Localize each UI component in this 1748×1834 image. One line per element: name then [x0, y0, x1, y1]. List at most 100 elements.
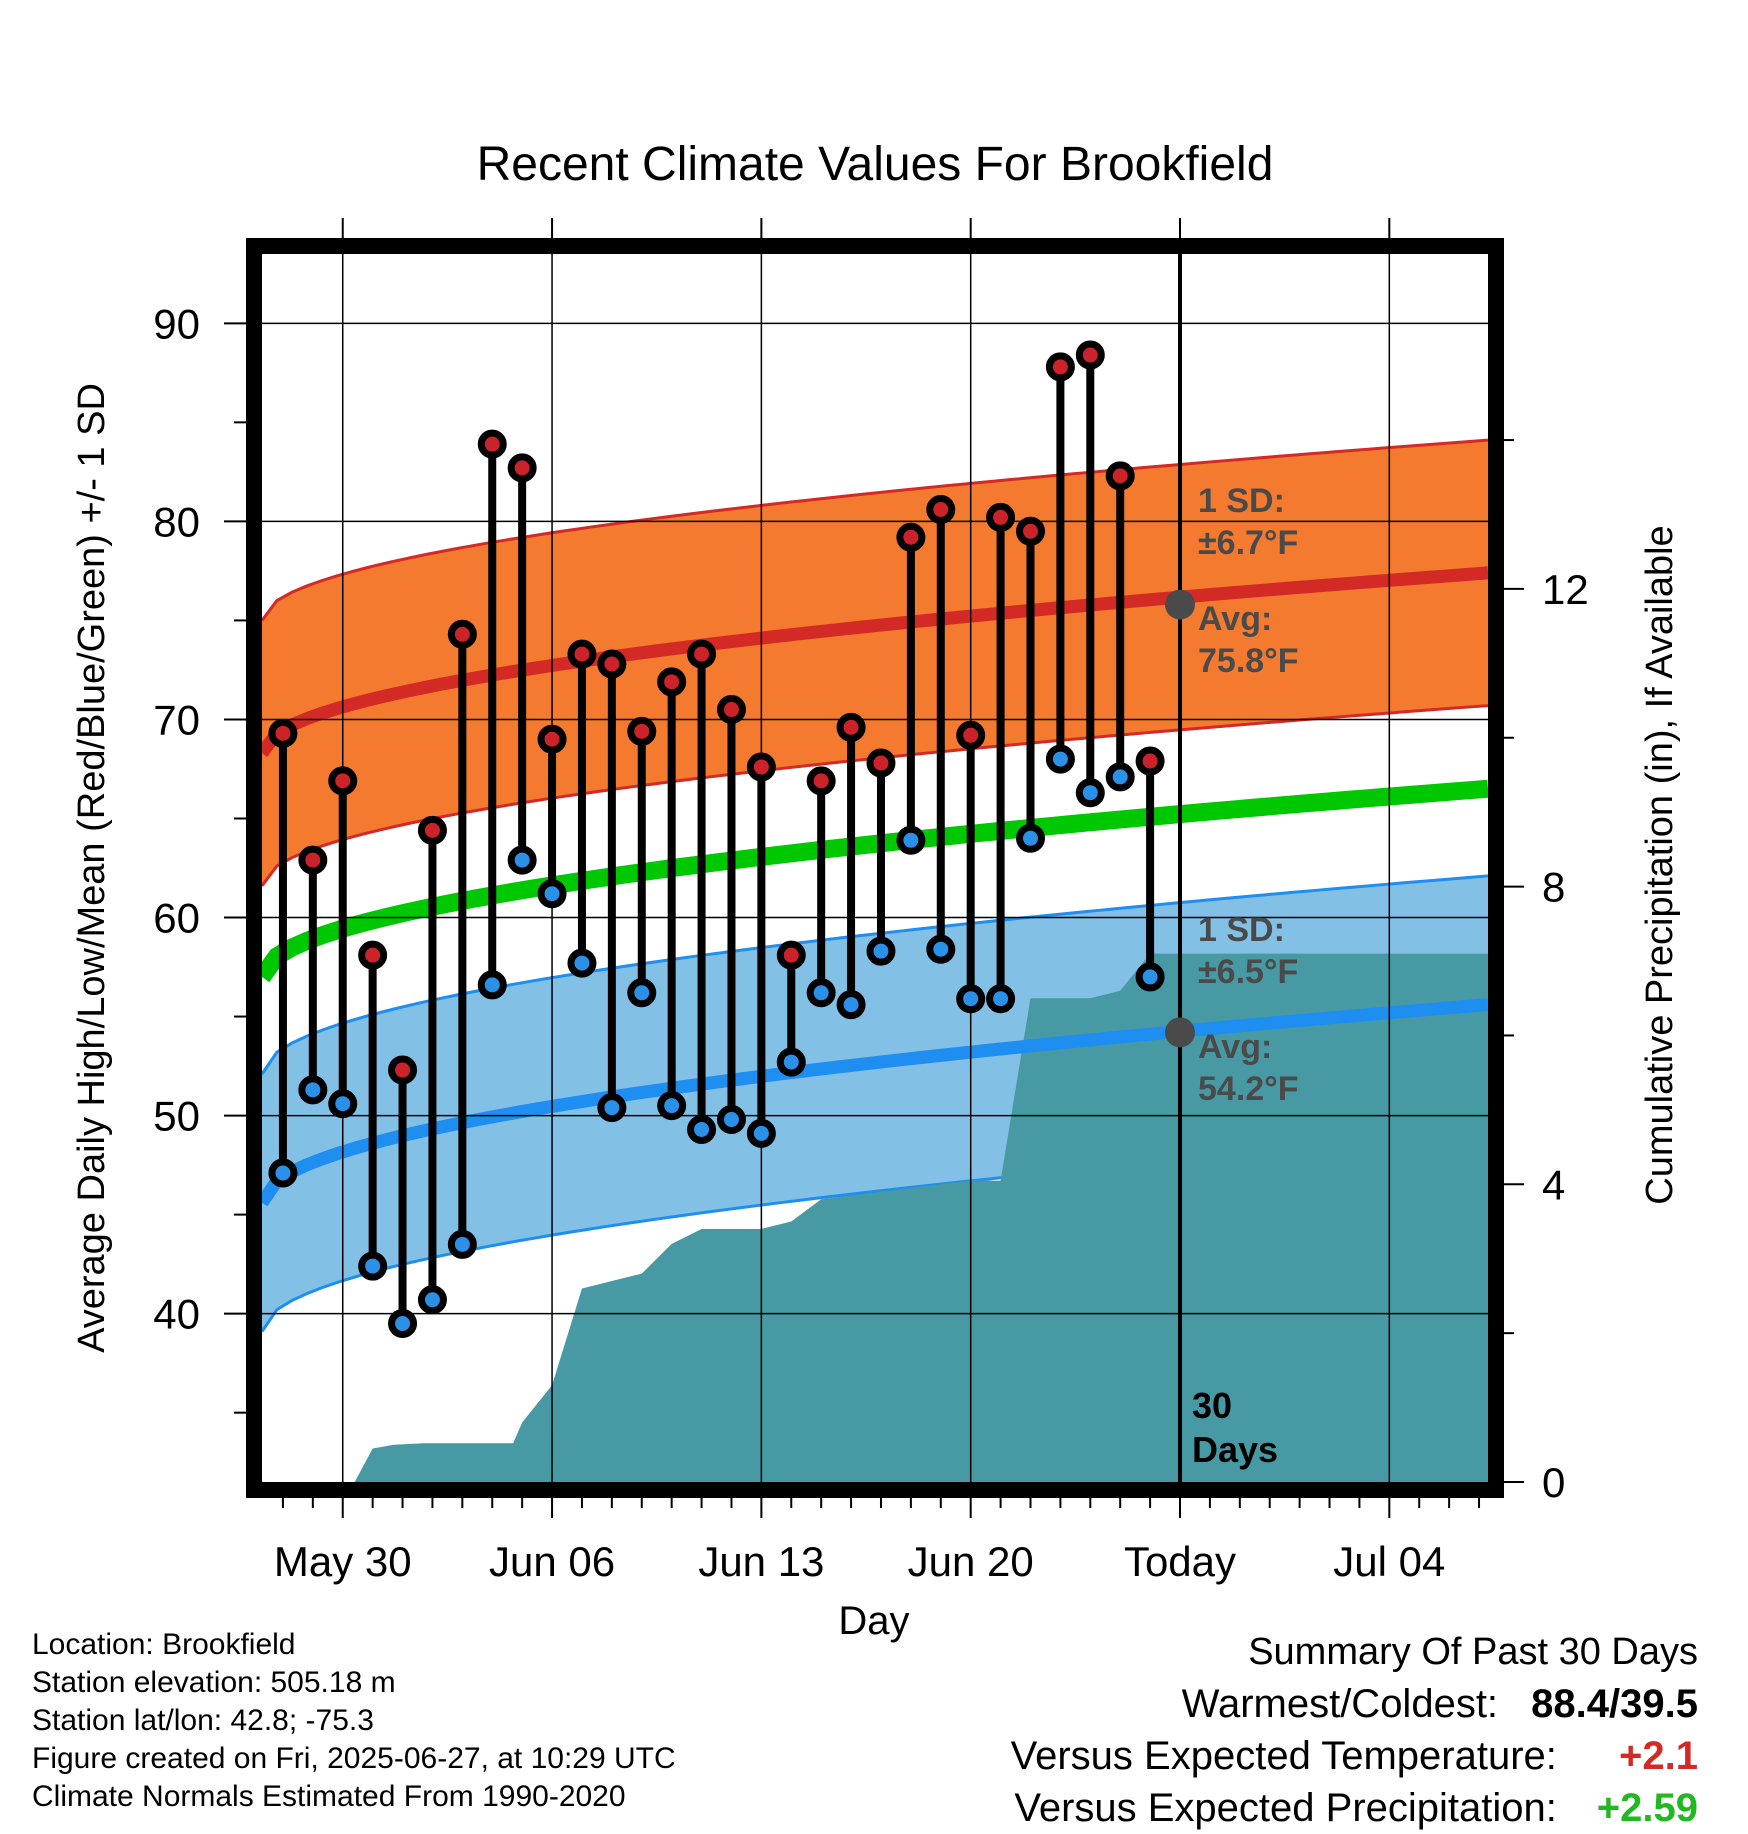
- latlon-text: Station lat/lon: 42.8; -75.3: [32, 1704, 374, 1737]
- low-temp-point: [417, 1285, 447, 1315]
- low-temp-point: [866, 936, 896, 966]
- low-temp-point: [986, 984, 1016, 1014]
- low-temp-point: [567, 948, 597, 978]
- low-temp-point: [358, 1251, 388, 1281]
- low-temp-point: [477, 970, 507, 1000]
- high-temp-point: [1105, 461, 1135, 491]
- low-temp-point: [268, 1158, 298, 1188]
- high-temp-point: [956, 720, 986, 750]
- low-temp-point: [328, 1089, 358, 1119]
- high-sd-band: [262, 440, 1488, 886]
- x-tick-label: Jun 20: [908, 1538, 1034, 1585]
- summary-panel: Summary Of Past 30 Days Warmest/Coldest:…: [1011, 1626, 1698, 1834]
- precip-label: Versus Expected Precipitation:: [1014, 1786, 1557, 1830]
- x-tick-label: May 30: [274, 1538, 412, 1585]
- high-temp-point: [657, 667, 687, 697]
- summary-temperature: Versus Expected Temperature: +2.1: [1011, 1730, 1698, 1782]
- high-temp-point: [447, 619, 477, 649]
- low-temp-point: [388, 1309, 418, 1339]
- high-temp-point: [1075, 340, 1105, 370]
- plot-area: 1 SD: ±6.7°F Avg: 75.8°F 1 SD: ±6.5°F Avg: 54.2…: [153, 218, 1589, 1585]
- y2-tick-label: 0: [1542, 1459, 1565, 1506]
- x-tick-label: Today: [1124, 1538, 1236, 1585]
- y2-axis-label: Cumulative Precipitation (in), If Availa…: [1639, 525, 1681, 1204]
- high-temp-point: [716, 695, 746, 725]
- high-temp-point: [776, 940, 806, 970]
- x-tick-label: Jun 06: [489, 1538, 615, 1585]
- high-temp-point: [298, 845, 328, 875]
- low-temp-point: [716, 1105, 746, 1135]
- plot-frame: [246, 238, 1504, 1498]
- high-temp-point: [836, 712, 866, 742]
- warm-cold-label: Warmest/Coldest:: [1181, 1682, 1499, 1726]
- high-temp-point: [567, 639, 597, 669]
- high-temp-point: [417, 815, 447, 845]
- low-temp-point: [806, 978, 836, 1008]
- high-avg-label: Avg:: [1198, 600, 1272, 638]
- high-sd-band-upper-edge: [262, 438, 1488, 622]
- low-sd-value: ±6.5°F: [1198, 953, 1298, 991]
- y2-tick-label: 8: [1542, 864, 1565, 911]
- y-tick-label: 90: [153, 300, 200, 347]
- low-temp-point: [776, 1047, 806, 1077]
- precip-value: +2.59: [1596, 1786, 1698, 1830]
- high-temp-point: [268, 718, 298, 748]
- high-temp-point: [537, 724, 567, 754]
- high-temp-point: [806, 766, 836, 796]
- high-temp-point: [1135, 746, 1165, 776]
- low-temp-point: [447, 1229, 477, 1259]
- low-temp-point: [657, 1091, 687, 1121]
- high-sd-label: 1 SD:: [1198, 482, 1285, 520]
- created-text: Figure created on Fri, 2025-06-27, at 10…: [32, 1742, 676, 1775]
- y2-tick-label: 4: [1542, 1161, 1565, 1208]
- high-temp-point: [627, 716, 657, 746]
- low-temp-point: [627, 978, 657, 1008]
- low-temp-point: [896, 825, 926, 855]
- low-temp-point: [836, 990, 866, 1020]
- low-temp-point: [298, 1075, 328, 1105]
- low-avg-marker: [1165, 1017, 1196, 1048]
- low-avg-value: 54.2°F: [1198, 1070, 1299, 1108]
- low-temp-point: [507, 845, 537, 875]
- y-tick-label: 80: [153, 498, 200, 545]
- low-temp-point: [1105, 762, 1135, 792]
- warm-cold-value: 88.4/39.5: [1531, 1682, 1698, 1726]
- station-info: Location: Brookfield Station elevation: …: [32, 1626, 676, 1816]
- high-temp-point: [687, 639, 717, 669]
- high-temp-point: [328, 766, 358, 796]
- low-temp-point: [1015, 823, 1045, 853]
- temp-value: +2.1: [1619, 1734, 1698, 1778]
- low-temp-point: [746, 1118, 776, 1148]
- high-temp-point: [597, 649, 627, 679]
- low-sd-label: 1 SD:: [1198, 911, 1285, 949]
- high-temp-point: [746, 752, 776, 782]
- low-temp-point: [926, 934, 956, 964]
- summary-warm-cold: Warmest/Coldest: 88.4/39.5: [1011, 1678, 1698, 1730]
- location-text: Location: Brookfield: [32, 1628, 296, 1661]
- chart-title: Recent Climate Values For Brookfield: [477, 138, 1274, 191]
- x-tick-label: Jul 04: [1333, 1538, 1445, 1585]
- high-temp-point: [1045, 352, 1075, 382]
- normals-text: Climate Normals Estimated From 1990-2020: [32, 1780, 626, 1813]
- high-temp-point: [358, 940, 388, 970]
- high-temp-point: [866, 748, 896, 778]
- x-axis-label: Day: [838, 1599, 909, 1643]
- low-avg-label: Avg:: [1198, 1028, 1272, 1066]
- y-tick-label: 70: [153, 696, 200, 743]
- high-temp-point: [1015, 516, 1045, 546]
- y-tick-label: 40: [153, 1291, 200, 1338]
- high-temp-point: [477, 429, 507, 459]
- x-tick-label: Jun 13: [698, 1538, 824, 1585]
- days-count-number: 30: [1192, 1385, 1232, 1426]
- summary-heading: Summary Of Past 30 Days: [1248, 1631, 1698, 1673]
- high-avg-value: 75.8°F: [1198, 642, 1299, 680]
- high-temp-point: [507, 453, 537, 483]
- days-count-unit: Days: [1192, 1429, 1278, 1470]
- temp-label: Versus Expected Temperature:: [1010, 1734, 1557, 1778]
- low-temp-point: [1045, 744, 1075, 774]
- y-tick-label: 50: [153, 1093, 200, 1140]
- elevation-text: Station elevation: 505.18 m: [32, 1666, 396, 1699]
- low-temp-point: [1135, 962, 1165, 992]
- low-temp-point: [687, 1114, 717, 1144]
